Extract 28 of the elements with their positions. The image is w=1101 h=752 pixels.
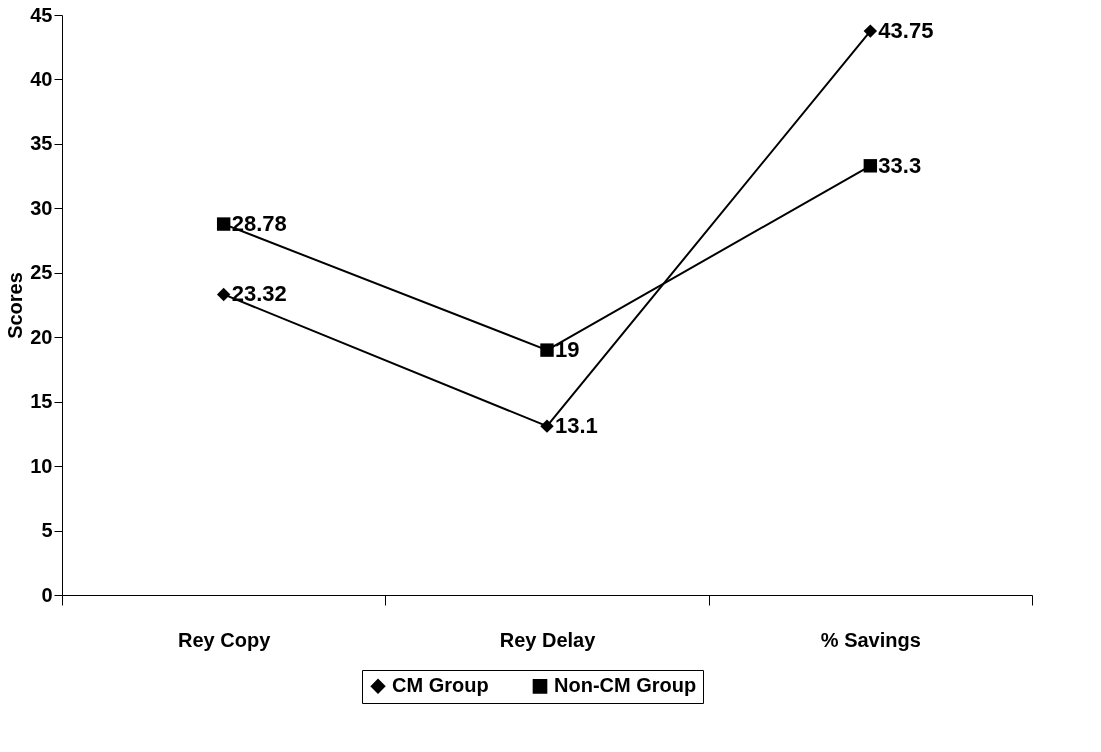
y-tick-label: 20 xyxy=(30,325,53,348)
point xyxy=(540,419,554,433)
y-tick-label: 45 xyxy=(30,3,53,26)
legend-label: Non-CM Group xyxy=(554,674,697,697)
y-tick-label: 30 xyxy=(30,196,53,219)
data-label: 13.1 xyxy=(555,413,598,439)
y-tick-label: 5 xyxy=(41,519,53,542)
y-tick-label: 0 xyxy=(41,583,53,606)
point xyxy=(216,217,231,231)
point xyxy=(863,24,878,38)
y-tick-label: 40 xyxy=(30,67,53,90)
y-tick-label: 15 xyxy=(30,390,53,413)
legend-label: CM Group xyxy=(392,674,489,697)
point xyxy=(216,287,231,302)
point xyxy=(540,343,554,357)
x-tick-label: Rey Copy xyxy=(178,628,272,651)
x-tick-label: Rey Delay xyxy=(499,628,597,651)
data-label: 23.32 xyxy=(231,281,287,307)
point xyxy=(863,159,878,173)
data-label: 43.75 xyxy=(878,18,934,44)
y-tick-label: 25 xyxy=(30,261,53,284)
y-tick-label: 10 xyxy=(30,454,53,477)
y-axis-title: Scores xyxy=(4,272,27,339)
y-tick-label: 35 xyxy=(30,132,53,155)
x-tick-label: % Savings xyxy=(820,628,921,651)
data-label: 33.3 xyxy=(878,152,922,178)
data-label: 28.78 xyxy=(231,211,287,237)
data-label: 19 xyxy=(555,337,580,363)
